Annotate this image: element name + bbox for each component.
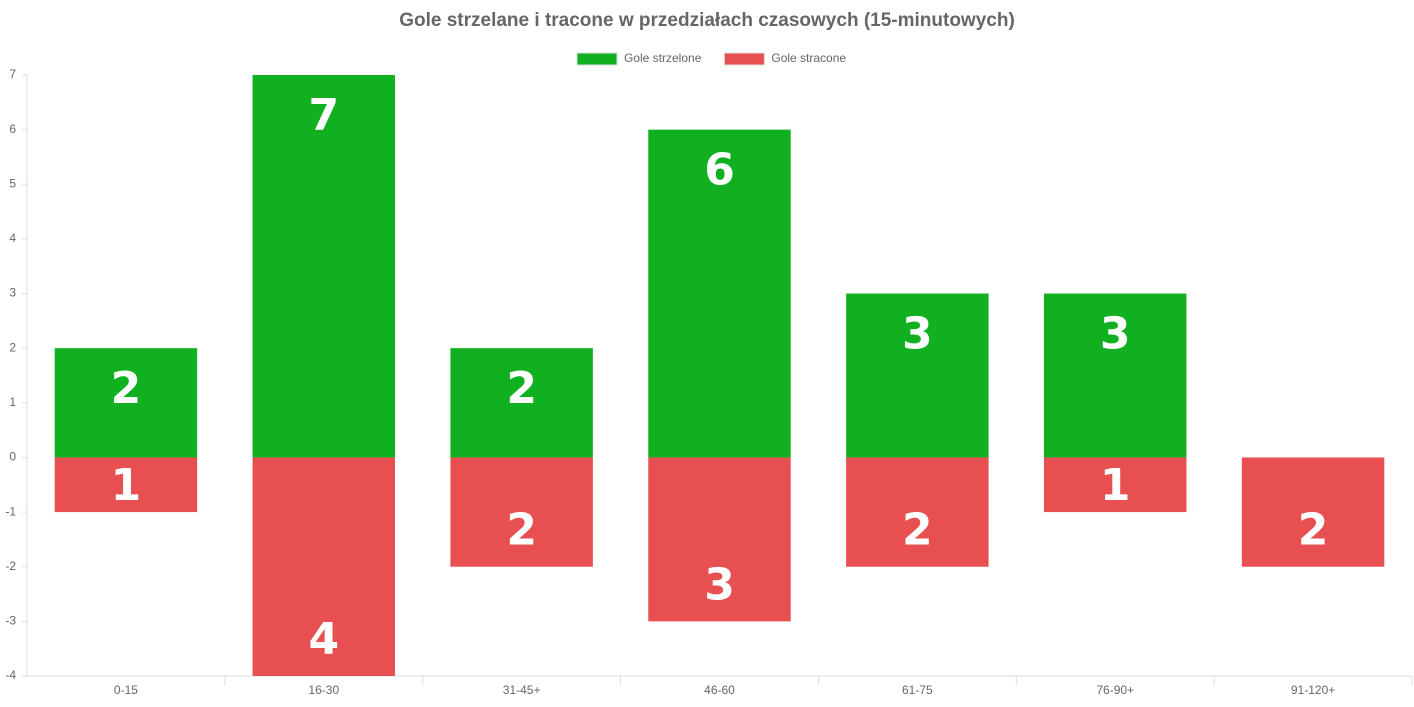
x-tick-label: 16-30 (308, 683, 339, 697)
y-tick-label: 0 (9, 450, 16, 464)
value-label: 2 (1298, 505, 1329, 556)
legend-label: Gole strzelone (624, 51, 702, 65)
y-tick-label: 5 (9, 176, 16, 190)
x-tick-label: 61-75 (902, 683, 933, 697)
x-tick-label: 0-15 (114, 683, 138, 697)
bar (54, 348, 198, 458)
y-tick-label: 4 (9, 231, 16, 245)
y-tick-label: -2 (5, 559, 16, 573)
value-label: 7 (308, 90, 339, 141)
y-tick-label: 2 (9, 340, 16, 354)
bar (252, 457, 396, 676)
value-label: 2 (902, 505, 933, 556)
chart-title: Gole strzelane i tracone w przedziałach … (399, 10, 1015, 31)
y-tick-label: 6 (9, 122, 16, 136)
y-tick-label: -4 (5, 668, 16, 682)
y-tick-label: 3 (9, 286, 16, 300)
value-label: 1 (111, 460, 142, 511)
value-label: 1 (1100, 460, 1131, 511)
bar (846, 457, 989, 567)
value-label: 2 (111, 363, 142, 414)
value-label: 4 (308, 614, 339, 665)
bar (54, 457, 198, 513)
legend-swatch (576, 52, 618, 66)
bar (648, 457, 791, 622)
bar (648, 129, 791, 458)
bar (450, 457, 593, 567)
x-tick-label: 31-45+ (503, 683, 541, 697)
y-tick-label: 7 (9, 67, 16, 81)
legend-swatch (723, 52, 765, 66)
value-label: 3 (902, 309, 933, 360)
x-tick-label: 76-90+ (1096, 683, 1134, 697)
bar (1043, 457, 1187, 513)
value-label: 3 (704, 559, 735, 610)
legend-label: Gole stracone (771, 51, 846, 65)
y-tick-label: 1 (9, 395, 16, 409)
value-label: 2 (506, 363, 537, 414)
bar (252, 75, 396, 458)
value-label: 3 (1100, 309, 1131, 360)
x-tick-label: 46-60 (704, 683, 735, 697)
y-tick-label: -3 (5, 614, 16, 628)
value-label: 2 (506, 505, 537, 556)
bar (846, 293, 989, 458)
x-tick-label: 91-120+ (1291, 683, 1335, 697)
bar (450, 348, 593, 458)
y-tick-label: -1 (5, 504, 16, 518)
bar (1043, 293, 1187, 458)
bar (1241, 457, 1385, 567)
value-label: 6 (704, 145, 735, 196)
